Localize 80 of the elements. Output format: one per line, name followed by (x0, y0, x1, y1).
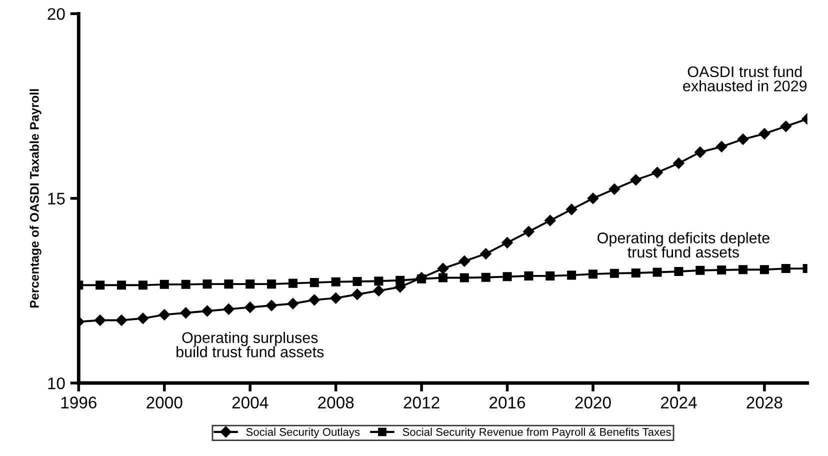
point (481, 272, 490, 282)
point (694, 146, 706, 158)
point (608, 184, 620, 195)
annotation: Operating deficits deplete trust fund assets (598, 232, 770, 258)
point (310, 278, 319, 288)
point (223, 304, 234, 315)
point (566, 204, 578, 216)
point (480, 248, 492, 260)
point (631, 268, 640, 278)
point (458, 256, 470, 267)
point (652, 166, 663, 178)
x-tick-label: 2012 (404, 396, 440, 408)
point (138, 280, 148, 290)
point (437, 262, 449, 274)
annotation: Operating surpluses build trust fund assets (176, 332, 324, 358)
point (373, 285, 384, 296)
point (780, 120, 792, 132)
x-tick-label: 1996 (61, 396, 96, 408)
point (352, 288, 363, 300)
point (374, 276, 384, 286)
point (523, 226, 534, 238)
point (117, 280, 126, 290)
x-tick-label: 2008 (318, 396, 354, 408)
x-tick-label: 2028 (746, 396, 782, 408)
point (546, 271, 555, 280)
point (502, 237, 513, 248)
point (781, 264, 790, 274)
y-tick-label: 20 (48, 8, 65, 20)
point (674, 266, 684, 276)
point (460, 273, 469, 282)
point (287, 298, 299, 310)
x-tick-label: 2000 (146, 396, 182, 408)
x-tick-label: 2024 (661, 396, 697, 408)
point (244, 302, 256, 313)
point (524, 271, 534, 280)
point (224, 280, 234, 289)
point (696, 266, 705, 275)
y-axis-title: Percentage of OASDI Taxable Payroll (30, 89, 42, 308)
point (266, 300, 278, 312)
point (502, 272, 512, 282)
point (288, 278, 298, 288)
x-tick-label: 2016 (490, 396, 526, 408)
point (716, 141, 728, 152)
point (202, 305, 213, 317)
y-tick-label: 10 (48, 377, 65, 390)
point (758, 128, 770, 140)
point (567, 270, 576, 280)
point (330, 292, 342, 304)
point (737, 134, 749, 145)
legend-label: Social Security Revenue from Payroll & Benefits Taxes (402, 428, 671, 438)
point (331, 277, 340, 286)
legend-label: Social Security Outlays (246, 428, 360, 438)
point (246, 280, 255, 289)
point (202, 280, 212, 289)
point (158, 309, 170, 320)
point (630, 174, 642, 186)
point (180, 307, 192, 318)
point (610, 268, 619, 278)
point (96, 280, 105, 290)
point (587, 192, 599, 204)
x-tick-label: 2004 (232, 396, 268, 408)
point (717, 266, 726, 275)
point (116, 314, 128, 326)
annotation: OASDI trust fund exhausted in 2029 (683, 66, 807, 92)
point (673, 158, 684, 169)
x-tick-label: 2020 (575, 396, 611, 408)
point (308, 294, 320, 306)
y-tick-label: 15 (48, 192, 65, 205)
point (652, 268, 662, 277)
point (760, 265, 769, 274)
point (94, 314, 106, 326)
point (181, 280, 190, 289)
point (352, 276, 362, 286)
point (588, 270, 598, 279)
point (137, 312, 149, 324)
point (267, 280, 276, 289)
point (160, 280, 169, 289)
point (738, 265, 748, 274)
point (544, 214, 556, 226)
point (438, 273, 448, 282)
